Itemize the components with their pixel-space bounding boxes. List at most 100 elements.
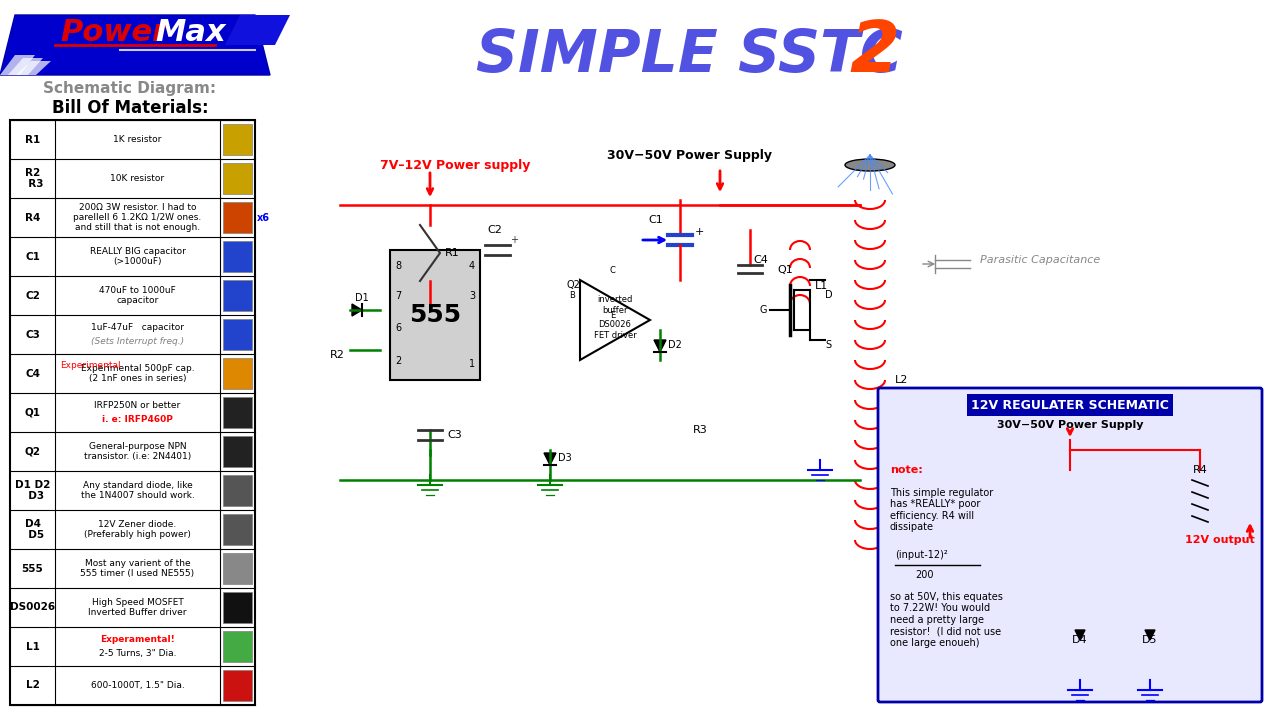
Text: IRFP250N or better: IRFP250N or better <box>95 401 180 410</box>
Text: 30V−50V Power Supply: 30V−50V Power Supply <box>608 148 773 161</box>
Text: R4: R4 <box>24 212 40 222</box>
Text: E: E <box>611 310 616 320</box>
Text: (input-12)²: (input-12)² <box>895 550 947 560</box>
Text: 12V Zener diode.
(Preferably high power): 12V Zener diode. (Preferably high power) <box>84 520 191 539</box>
Text: S: S <box>826 340 831 350</box>
Text: +: + <box>695 227 704 237</box>
Text: L2: L2 <box>895 375 909 385</box>
Polygon shape <box>1075 630 1085 640</box>
Text: D: D <box>826 290 832 300</box>
Text: 30V−50V Power Supply: 30V−50V Power Supply <box>997 420 1143 430</box>
Text: 6: 6 <box>396 323 401 333</box>
Bar <box>10 120 255 705</box>
Text: 600-1000T, 1.5" Dia.: 600-1000T, 1.5" Dia. <box>91 681 184 690</box>
Text: 200: 200 <box>915 570 933 580</box>
Text: D4
  D5: D4 D5 <box>20 518 44 540</box>
Text: Q2: Q2 <box>24 446 41 456</box>
Polygon shape <box>544 453 556 465</box>
Text: D2: D2 <box>668 340 682 350</box>
Text: inverted
buffer: inverted buffer <box>598 295 632 315</box>
Text: L1: L1 <box>26 642 40 652</box>
Text: D4: D4 <box>1073 635 1088 645</box>
Text: D3: D3 <box>558 453 572 463</box>
Text: Parasitic Capacitance: Parasitic Capacitance <box>980 255 1101 265</box>
Text: SIMPLE SSTC: SIMPLE SSTC <box>476 27 924 84</box>
Polygon shape <box>0 15 270 75</box>
Polygon shape <box>225 15 291 45</box>
Text: Max: Max <box>155 17 225 47</box>
Text: 3: 3 <box>468 290 475 300</box>
Text: 555: 555 <box>408 303 461 327</box>
Text: x6: x6 <box>257 212 270 222</box>
Text: C4: C4 <box>753 255 768 265</box>
Text: C2: C2 <box>26 290 40 300</box>
Text: C1: C1 <box>26 251 40 261</box>
Bar <box>223 397 252 428</box>
Text: 1: 1 <box>468 359 475 369</box>
Text: DS0026: DS0026 <box>10 603 55 613</box>
Text: 7V–12V Power supply: 7V–12V Power supply <box>380 158 530 171</box>
Text: Any standard diode, like
the 1N4007 should work.: Any standard diode, like the 1N4007 shou… <box>81 481 195 500</box>
Text: 8: 8 <box>396 261 401 271</box>
Text: R3: R3 <box>692 425 708 435</box>
Bar <box>223 670 252 701</box>
Text: Q2: Q2 <box>566 280 580 290</box>
Text: Experimental: Experimental <box>60 361 120 370</box>
Text: D1 D2
  D3: D1 D2 D3 <box>15 480 50 501</box>
Polygon shape <box>1146 630 1155 640</box>
Text: Power: Power <box>60 17 168 47</box>
Text: C3: C3 <box>447 430 462 440</box>
Text: C2: C2 <box>488 225 503 235</box>
Bar <box>223 553 252 584</box>
Text: L1: L1 <box>815 281 828 291</box>
Text: Most any varient of the
555 timer (I used NE555): Most any varient of the 555 timer (I use… <box>81 559 195 578</box>
Polygon shape <box>0 55 35 75</box>
Text: REALLY BIG capacitor
(>1000uF): REALLY BIG capacitor (>1000uF) <box>90 247 186 266</box>
Text: note:: note: <box>890 465 923 475</box>
Text: Q1: Q1 <box>777 265 792 275</box>
Text: R1: R1 <box>445 248 460 258</box>
Polygon shape <box>654 340 666 352</box>
Bar <box>223 202 252 233</box>
Text: i. e: IRFP460P: i. e: IRFP460P <box>102 415 173 424</box>
Text: 12V REGULATER SCHEMATIC: 12V REGULATER SCHEMATIC <box>972 398 1169 412</box>
Text: R2: R2 <box>330 350 346 360</box>
Bar <box>223 436 252 467</box>
Text: 4: 4 <box>468 261 475 271</box>
Text: 2: 2 <box>396 356 401 366</box>
Text: D1: D1 <box>355 293 369 303</box>
Bar <box>223 280 252 311</box>
Polygon shape <box>8 58 44 75</box>
Text: R2
  R3: R2 R3 <box>22 168 44 189</box>
Bar <box>390 250 480 380</box>
Text: 555: 555 <box>22 564 44 574</box>
Text: 2: 2 <box>850 17 900 86</box>
Text: C1: C1 <box>648 215 663 225</box>
Text: B: B <box>570 290 575 300</box>
Text: +: + <box>509 235 518 245</box>
Text: 10K resistor: 10K resistor <box>110 174 165 183</box>
Bar <box>223 319 252 350</box>
Text: Q1: Q1 <box>24 408 41 418</box>
Bar <box>223 592 252 623</box>
Polygon shape <box>352 304 362 316</box>
Text: 2-5 Turns, 3" Dia.: 2-5 Turns, 3" Dia. <box>99 649 177 658</box>
Text: G: G <box>759 305 767 315</box>
Text: Bill Of Materials:: Bill Of Materials: <box>51 99 209 117</box>
Bar <box>223 358 252 389</box>
FancyBboxPatch shape <box>878 388 1262 702</box>
Ellipse shape <box>845 159 895 171</box>
Bar <box>223 631 252 662</box>
Bar <box>223 475 252 506</box>
Text: (Sets Interrupt freq.): (Sets Interrupt freq.) <box>91 337 184 346</box>
Text: C3: C3 <box>26 330 40 340</box>
Text: 200Ω 3W resistor. I had to
parellell 6 1.2KΩ 1/2W ones.
and still that is not en: 200Ω 3W resistor. I had to parellell 6 1… <box>73 202 202 233</box>
Bar <box>223 124 252 155</box>
Text: C: C <box>611 266 616 274</box>
Text: L2: L2 <box>26 680 40 690</box>
Text: 1K resistor: 1K resistor <box>114 135 161 144</box>
Text: Experimental 500pF cap.
(2 1nF ones in series): Experimental 500pF cap. (2 1nF ones in s… <box>81 364 195 383</box>
Bar <box>223 241 252 272</box>
Text: General-purpose NPN
transistor. (i.e: 2N4401): General-purpose NPN transistor. (i.e: 2N… <box>84 442 191 462</box>
Text: Schematic Diagram:: Schematic Diagram: <box>44 81 216 96</box>
